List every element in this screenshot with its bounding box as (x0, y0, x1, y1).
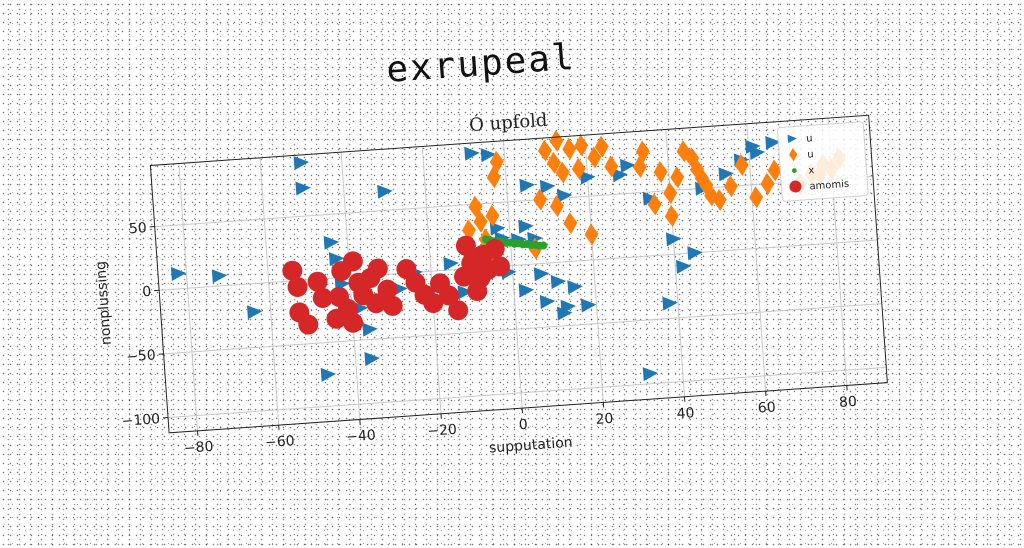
y-gridline (164, 304, 882, 354)
data-point (519, 283, 535, 298)
y-axis-label: nonplussing (93, 261, 115, 346)
data-point (620, 158, 636, 173)
data-point (534, 266, 550, 281)
data-point (563, 212, 579, 235)
data-point (662, 296, 678, 311)
x-tick-label: 0 (518, 417, 528, 434)
legend-entry: x (808, 165, 815, 176)
data-point (723, 175, 739, 198)
data-point (532, 188, 548, 211)
plot-frame (150, 115, 887, 433)
x-tick-label: 80 (839, 394, 858, 411)
x-tick-label: −20 (427, 422, 458, 440)
data-point (364, 351, 380, 366)
data-point (549, 129, 565, 152)
x-gridline (747, 124, 766, 391)
x-tick-label: −40 (346, 427, 377, 445)
y-tick-label: −50 (126, 347, 157, 365)
y-gridline (159, 240, 877, 290)
x-tick-label: 20 (595, 411, 614, 428)
data-point (519, 178, 535, 193)
data-point (518, 219, 534, 234)
data-point (670, 166, 686, 189)
grid-layer (150, 115, 887, 433)
data-point (247, 304, 263, 319)
legend-entry: u (806, 133, 813, 144)
data-point (294, 155, 310, 170)
data-point (443, 256, 459, 271)
data-point (748, 186, 764, 209)
data-point (574, 134, 590, 157)
chart-title: Ó upfold (468, 108, 548, 136)
data-point (377, 184, 393, 199)
y-tick-label: −100 (121, 411, 160, 430)
data-point (485, 204, 501, 227)
data-point (581, 297, 597, 312)
data-point (653, 161, 669, 184)
x-tick-label: −80 (183, 439, 214, 457)
data-point (362, 322, 378, 337)
y-gridline (168, 367, 886, 417)
data-point (643, 366, 659, 381)
data-point (664, 205, 680, 228)
data-point (551, 274, 567, 289)
data-point (567, 279, 583, 294)
x-axis-label: supputation (489, 435, 574, 457)
x-tick-label: −60 (265, 433, 296, 451)
data-point (676, 259, 692, 274)
x-tick-label: 40 (676, 405, 695, 422)
data-point (540, 179, 556, 194)
y-tick-label: 50 (128, 220, 147, 237)
data-point (662, 182, 678, 205)
data-point (295, 181, 311, 196)
data-point (562, 138, 578, 161)
y-tick-label: 0 (142, 284, 152, 301)
data-point (171, 266, 187, 281)
data-point (324, 235, 340, 250)
legend-entry: u (807, 149, 814, 160)
x-gridline (260, 158, 279, 425)
data-point (321, 367, 337, 382)
data-point (584, 223, 600, 246)
data-point (464, 146, 480, 161)
x-gridline (179, 163, 198, 430)
x-tick-label: 60 (757, 399, 776, 416)
data-point (687, 245, 703, 260)
data-point (212, 268, 228, 283)
data-point (540, 294, 556, 309)
